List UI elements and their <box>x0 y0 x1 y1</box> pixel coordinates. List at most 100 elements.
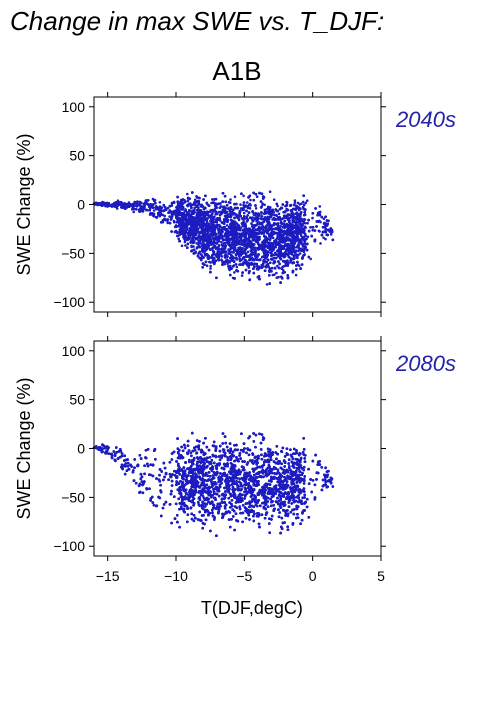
scatter-point <box>301 200 305 204</box>
scatter-point <box>238 259 242 263</box>
scatter-point <box>201 240 205 244</box>
scatter-point <box>304 201 308 205</box>
scatter-point <box>250 222 253 225</box>
scatter-point <box>136 200 139 203</box>
scatter-point <box>242 211 246 215</box>
scatter-point <box>244 222 247 226</box>
scatter-point <box>322 236 325 240</box>
scatter-point <box>210 224 213 227</box>
scatter-point <box>249 204 252 207</box>
scatter-point <box>152 209 156 212</box>
scatter-point <box>132 210 135 214</box>
scatter-point <box>226 255 229 258</box>
scatter-point <box>305 199 309 202</box>
scatter-point <box>311 228 315 232</box>
scatter-point <box>259 217 262 220</box>
scatter-point <box>233 195 237 199</box>
scatter-point <box>295 267 298 271</box>
scatter-point <box>261 202 264 205</box>
scatter-point <box>242 214 246 218</box>
scatter-point <box>193 198 197 202</box>
scatter-point <box>294 273 298 277</box>
scatter-point <box>205 264 209 268</box>
scatter-point <box>224 200 227 204</box>
scatter-point <box>282 269 285 272</box>
scatter-point <box>302 203 306 207</box>
scatter-point <box>265 283 269 286</box>
scatter-point <box>246 214 249 217</box>
scatter-point <box>285 203 289 207</box>
scatter-point <box>317 229 321 233</box>
scatter-point <box>261 262 265 266</box>
scatter-point <box>275 256 278 260</box>
scatter-point <box>166 206 170 210</box>
scatter-point <box>155 205 158 208</box>
scatter-point <box>268 190 272 193</box>
scatter-point <box>226 262 229 266</box>
scatter-point <box>220 255 224 258</box>
scatter-point <box>215 276 218 280</box>
scatter-point <box>158 201 162 204</box>
scatter-point <box>116 199 120 202</box>
scatter-point <box>255 263 258 266</box>
scatter-point <box>220 241 223 244</box>
scatter-point <box>211 256 214 260</box>
scatter-point <box>318 205 322 208</box>
scatter-point <box>195 247 199 250</box>
scatter-point <box>240 274 244 277</box>
scatter-point <box>299 234 303 238</box>
scatter-point <box>275 271 278 275</box>
scatter-point <box>309 257 313 261</box>
scatter-point <box>292 254 296 257</box>
scatter-point <box>217 202 220 205</box>
scatter-point <box>298 252 302 255</box>
scatter-point <box>193 206 196 210</box>
scatter-point <box>273 273 276 277</box>
scatter-point <box>288 232 291 235</box>
scatter-point <box>216 248 220 252</box>
scatter-point <box>269 261 272 265</box>
scatter-point <box>322 217 326 220</box>
scatter-point <box>257 275 261 278</box>
scatter-point <box>302 218 306 221</box>
scatter-point <box>209 264 212 268</box>
scatter-point <box>260 192 264 195</box>
scatter-point <box>211 198 214 201</box>
scatter-point <box>276 204 279 208</box>
scatter-point <box>285 201 289 204</box>
scatter-point <box>255 195 259 198</box>
scatter-point <box>248 278 251 282</box>
scatter-point <box>229 198 232 201</box>
scatter-point <box>209 267 212 270</box>
scatter-point <box>311 212 315 215</box>
scatter-point <box>203 263 206 267</box>
scatter-point <box>246 250 250 254</box>
scatter-point <box>186 211 189 214</box>
scatter-point <box>306 221 309 225</box>
scatter-point <box>267 232 270 235</box>
scatter-point <box>177 237 180 241</box>
scatter-point <box>273 266 277 270</box>
scatter-point <box>242 194 245 198</box>
scatter-point <box>311 216 314 220</box>
scatter-point <box>293 201 297 204</box>
scatter-point <box>254 246 257 250</box>
scatter-point <box>232 265 235 268</box>
scatter-point <box>168 215 171 218</box>
scatter-point <box>277 212 281 216</box>
scatter-point <box>115 207 119 210</box>
scatter-point <box>286 276 290 280</box>
scatter-point <box>324 237 327 241</box>
scatter-point <box>233 271 236 274</box>
scatter-point <box>213 256 216 260</box>
scenario-label: A1B <box>212 56 261 86</box>
scatter-point <box>184 244 187 247</box>
scatter-points <box>92 190 335 286</box>
scatter-point <box>249 198 252 202</box>
scatter-point <box>163 214 166 218</box>
scatter-point <box>319 242 322 245</box>
scatter-point <box>233 239 237 242</box>
scatter-point <box>235 265 239 269</box>
scatter-point <box>246 201 249 204</box>
